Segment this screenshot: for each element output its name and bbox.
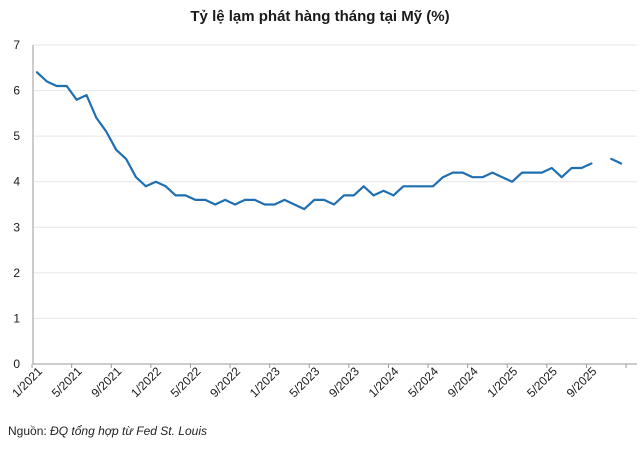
source-text: ĐQ tổng hợp từ Fed St. Louis — [50, 424, 207, 438]
x-tick-label: 9/2021 — [88, 364, 124, 400]
x-tick-label: 1/2022 — [128, 364, 164, 400]
y-tick-label: 6 — [13, 84, 20, 98]
x-axis-ticks: 1/2021 5/2021 9/2021 1/2022 5/2022 9/2022 1/20… — [9, 364, 627, 400]
source-note: Nguồn: ĐQ tổng hợp từ Fed St. Louis — [8, 424, 207, 438]
y-tick-label: 1 — [13, 311, 20, 325]
y-tick-label: 5 — [13, 129, 20, 143]
x-tick-label: 5/2025 — [524, 364, 560, 400]
x-tick-label: 9/2022 — [207, 364, 243, 400]
y-axis-ticks: 0 1 2 3 4 5 6 7 — [13, 38, 20, 371]
x-tick-label: 9/2025 — [564, 364, 600, 400]
y-tick-label: 0 — [13, 357, 20, 371]
chart-title: Tỷ lệ lạm phát hàng tháng tại Mỹ (%) — [190, 8, 450, 25]
series-line-group — [35, 71, 623, 211]
x-tick-label: 5/2021 — [49, 364, 85, 400]
series-line-segment — [35, 71, 593, 211]
x-tick-label: 5/2024 — [405, 364, 441, 400]
x-tick-label: 1/2024 — [366, 364, 402, 400]
grid-lines — [32, 44, 637, 365]
x-tick-label: 1/2023 — [247, 364, 283, 400]
source-label: Nguồn: — [8, 424, 47, 438]
series-line-segment — [610, 157, 623, 165]
x-tick-label: 9/2024 — [445, 364, 481, 400]
y-tick-label: 2 — [13, 266, 20, 280]
y-tick-label: 3 — [13, 220, 20, 234]
x-tick-label: 9/2023 — [326, 364, 362, 400]
x-tick-label: 5/2022 — [168, 364, 204, 400]
y-tick-label: 7 — [13, 38, 20, 52]
x-tick-label: 5/2023 — [286, 364, 322, 400]
x-tick-label: 1/2025 — [484, 364, 520, 400]
y-tick-label: 4 — [13, 175, 20, 189]
